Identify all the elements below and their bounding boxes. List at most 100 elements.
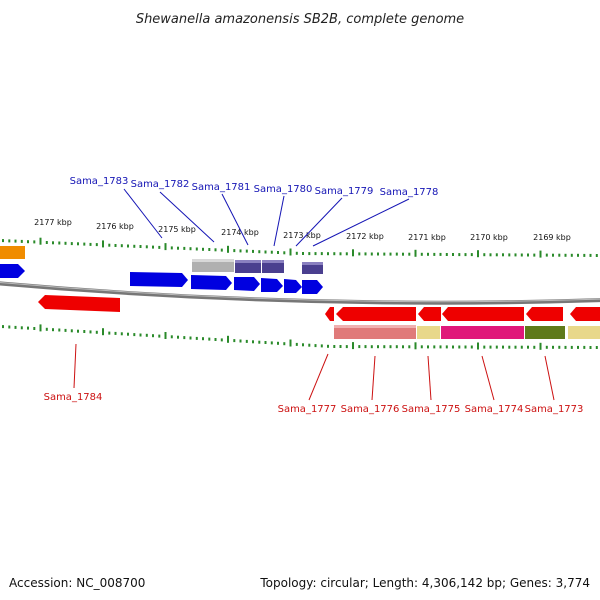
- minor-tick: [458, 253, 461, 257]
- minor-tick: [402, 345, 404, 349]
- gene-arrow-forward[interactable]: [191, 275, 232, 290]
- minor-tick: [158, 334, 161, 338]
- kbp-label: 2177 kbp: [34, 218, 72, 227]
- gene-block-khaki[interactable]: [417, 326, 440, 339]
- gene-arrow-forward[interactable]: [234, 277, 260, 291]
- minor-tick: [183, 246, 186, 250]
- minor-tick: [389, 252, 392, 256]
- gene-block-gray[interactable]: [192, 259, 234, 272]
- gene-block-purple[interactable]: [262, 260, 284, 273]
- minor-tick: [395, 345, 398, 349]
- gene-label-lower[interactable]: Sama_1777: [278, 404, 337, 415]
- minor-tick: [595, 346, 598, 349]
- minor-tick: [458, 345, 461, 349]
- minor-tick: [20, 239, 23, 243]
- gene-arrow-reverse[interactable]: [38, 295, 120, 312]
- minor-tick: [577, 253, 579, 257]
- gene-label-lower[interactable]: Sama_1773: [525, 404, 584, 415]
- gene-arrow-reverse[interactable]: [325, 307, 334, 321]
- gene-block-khaki[interactable]: [568, 326, 600, 339]
- gene-label-lower[interactable]: Sama_1776: [341, 404, 400, 415]
- minor-tick: [495, 345, 498, 349]
- minor-tick: [77, 242, 79, 246]
- minor-tick: [177, 246, 179, 250]
- minor-tick: [364, 252, 367, 256]
- gene-arrow-forward[interactable]: [302, 280, 323, 294]
- minor-tick: [2, 239, 4, 243]
- minor-tick: [252, 249, 254, 253]
- minor-tick: [370, 345, 373, 349]
- minor-tick: [333, 345, 336, 348]
- minor-tick: [220, 338, 223, 342]
- gene-arrow-reverse[interactable]: [442, 307, 524, 321]
- minor-tick: [127, 332, 129, 336]
- minor-tick: [114, 244, 117, 247]
- gene-arrow-reverse[interactable]: [418, 307, 441, 321]
- kbp-label: 2169 kbp: [533, 233, 571, 242]
- gene-label-upper[interactable]: Sama_1780: [254, 184, 313, 195]
- minor-tick: [420, 345, 423, 349]
- minor-tick: [177, 335, 179, 339]
- gene-label-lower[interactable]: Sama_1774: [465, 404, 524, 415]
- accession-text: Accession: NC_008700: [9, 576, 146, 590]
- gene-arrow-forward[interactable]: [284, 279, 302, 293]
- gene-arrow-reverse[interactable]: [336, 307, 416, 321]
- minor-tick: [33, 240, 36, 244]
- gene-arrow-forward[interactable]: [130, 272, 188, 287]
- gene-label-upper[interactable]: Sama_1778: [380, 187, 439, 198]
- minor-tick: [277, 251, 279, 254]
- gene-block-olive[interactable]: [525, 326, 565, 339]
- minor-tick: [520, 253, 523, 257]
- minor-tick: [89, 330, 92, 334]
- gene-label-upper[interactable]: Sama_1783: [70, 176, 129, 187]
- minor-tick: [245, 249, 248, 253]
- minor-tick: [108, 331, 111, 335]
- minor-tick: [364, 345, 367, 349]
- gene-label-lower[interactable]: Sama_1775: [402, 404, 461, 415]
- minor-tick: [277, 341, 279, 345]
- minor-tick: [189, 247, 192, 251]
- minor-tick: [14, 239, 17, 243]
- gene-arrow-forward[interactable]: [0, 264, 25, 278]
- gene-block-magenta[interactable]: [441, 326, 524, 339]
- major-tick: [289, 248, 292, 256]
- gene-block-orange[interactable]: [0, 246, 25, 259]
- gene-label-upper[interactable]: Sama_1779: [315, 186, 374, 197]
- minor-tick: [95, 330, 98, 334]
- gene-arrow-reverse[interactable]: [570, 307, 600, 321]
- minor-tick: [583, 253, 586, 257]
- minor-tick: [483, 253, 486, 257]
- minor-tick: [320, 344, 323, 348]
- gene-label-upper[interactable]: Sama_1782: [131, 179, 190, 190]
- minor-tick: [433, 345, 436, 349]
- minor-tick: [83, 330, 86, 333]
- minor-tick: [527, 253, 529, 257]
- minor-tick: [452, 253, 454, 256]
- major-tick: [102, 240, 104, 248]
- minor-tick: [439, 252, 442, 256]
- gene-block-purple[interactable]: [235, 260, 261, 273]
- minor-tick: [339, 345, 342, 348]
- minor-tick: [452, 345, 454, 349]
- major-tick: [352, 249, 354, 257]
- gene-label-upper[interactable]: Sama_1781: [192, 182, 251, 193]
- minor-tick: [577, 345, 579, 349]
- major-tick: [539, 250, 542, 258]
- minor-tick: [264, 341, 267, 344]
- gene-label-lower[interactable]: Sama_1784: [44, 392, 103, 403]
- minor-tick: [314, 252, 317, 256]
- gene-block-pink[interactable]: [334, 325, 416, 339]
- major-tick: [414, 249, 417, 257]
- gene-arrow-forward[interactable]: [261, 278, 283, 292]
- minor-tick: [264, 250, 267, 254]
- gene-arrow-reverse[interactable]: [526, 307, 563, 321]
- minor-tick: [8, 239, 11, 243]
- minor-tick: [270, 250, 273, 254]
- minor-tick: [245, 339, 248, 343]
- minor-tick: [233, 249, 236, 253]
- minor-tick: [489, 253, 492, 257]
- minor-tick: [408, 345, 411, 349]
- minor-tick: [514, 253, 517, 257]
- minor-tick: [208, 248, 211, 251]
